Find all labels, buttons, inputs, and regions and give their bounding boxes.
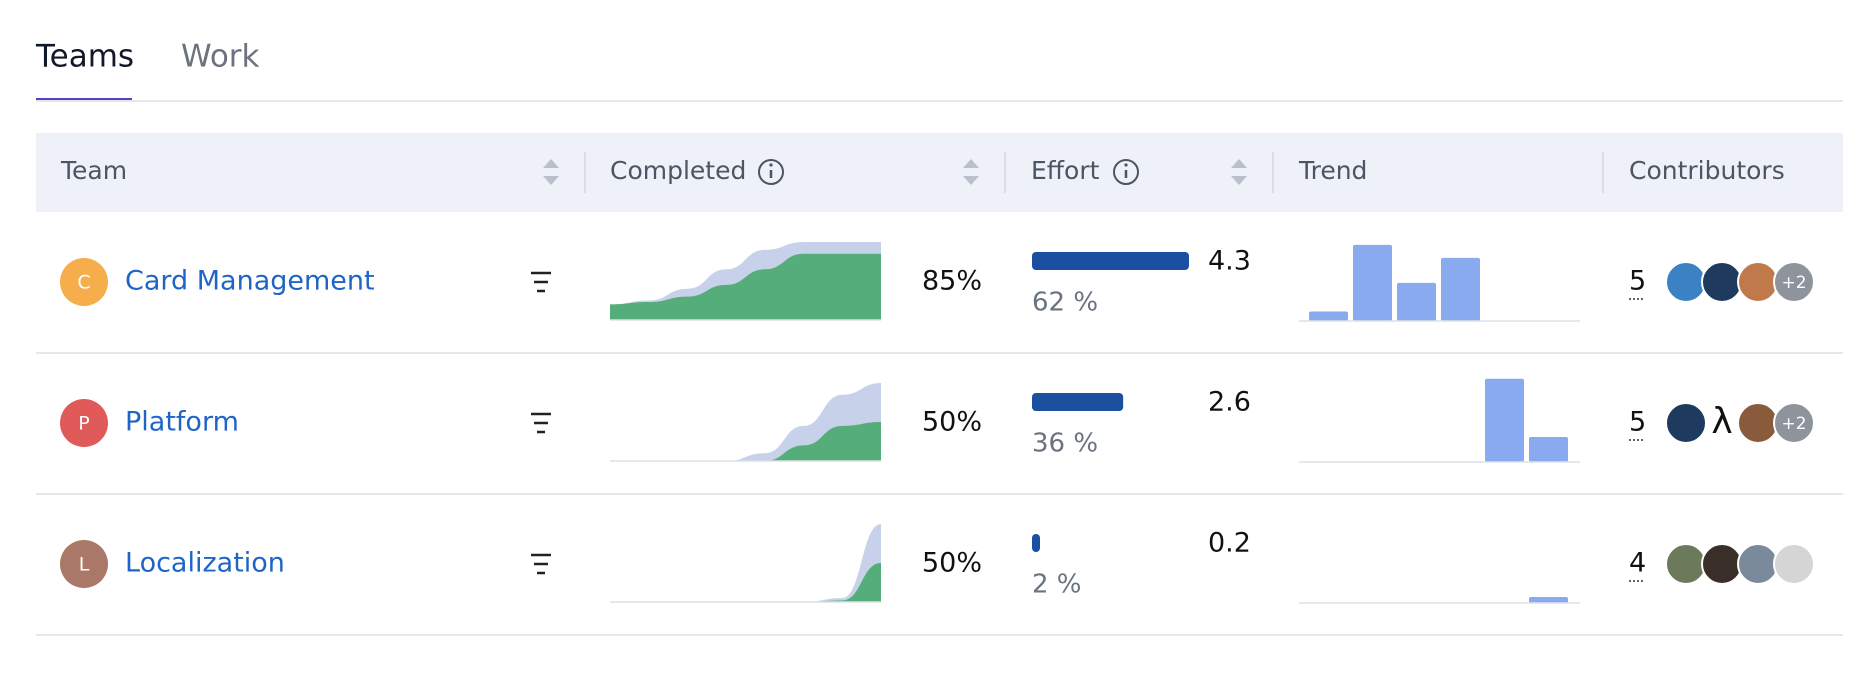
trend-bar — [1397, 282, 1436, 321]
sort-icon[interactable] — [1231, 159, 1247, 185]
tab[interactable]: Work — [181, 39, 260, 75]
contributor-avatar[interactable] — [1773, 543, 1815, 585]
trend-bar — [1353, 244, 1392, 321]
contributor-avatar[interactable] — [1665, 402, 1707, 444]
info-icon — [1113, 159, 1139, 185]
effort-value: 2.6 — [1208, 387, 1251, 418]
more-count: +2 — [1781, 273, 1806, 293]
effort-value: 4.3 — [1208, 246, 1251, 277]
team-initial: C — [77, 272, 90, 294]
column-header[interactable]: Effort — [1031, 156, 1100, 185]
team-name[interactable]: Card Management — [125, 266, 375, 297]
contributor-avatar[interactable] — [1737, 543, 1779, 585]
effort-bar — [1032, 252, 1189, 270]
trend-bar — [1441, 257, 1480, 321]
contributor-avatar[interactable] — [1737, 261, 1779, 303]
team-initial: L — [79, 554, 90, 576]
completed-percent: 50% — [922, 548, 982, 579]
completed-area — [610, 563, 881, 602]
contributor-avatar[interactable]: λ — [1711, 401, 1732, 442]
team-avatar — [60, 399, 108, 447]
trend-bar — [1485, 378, 1524, 462]
trend-bar — [1529, 437, 1568, 462]
effort-percent: 2 % — [1032, 570, 1082, 600]
completed-area — [610, 422, 881, 461]
column-header[interactable]: Completed — [610, 156, 746, 185]
trend-bar — [1309, 311, 1348, 321]
column-header: Contributors — [1629, 156, 1785, 185]
effort-value: 0.2 — [1208, 528, 1251, 559]
sort-icon[interactable] — [543, 159, 559, 185]
more-count: +2 — [1781, 414, 1806, 434]
sort-icon[interactable] — [963, 159, 979, 185]
effort-percent: 62 % — [1032, 288, 1098, 318]
column-header: Trend — [1298, 156, 1367, 185]
team-name[interactable]: Localization — [125, 548, 285, 579]
column-header[interactable]: Team — [60, 156, 127, 185]
team-initial: P — [78, 413, 89, 435]
contributor-avatar[interactable] — [1665, 543, 1707, 585]
info-icon — [1124, 163, 1128, 167]
effort-bar — [1032, 534, 1040, 552]
contributor-avatar[interactable] — [1701, 261, 1743, 303]
completed-total-area — [610, 383, 881, 461]
more-badge[interactable] — [1773, 261, 1815, 303]
info-icon — [769, 163, 773, 167]
table-header — [36, 133, 1843, 212]
contributor-avatar[interactable] — [1737, 402, 1779, 444]
tab[interactable]: Teams — [35, 39, 134, 75]
contributor-count[interactable]: 5 — [1629, 266, 1646, 297]
effort-percent: 36 % — [1032, 429, 1098, 459]
completed-area — [610, 253, 881, 320]
info-icon — [758, 159, 784, 185]
completed-percent: 85% — [922, 266, 982, 297]
completed-total-area — [610, 524, 881, 602]
team-name[interactable]: Platform — [125, 407, 239, 438]
contributor-count[interactable]: 5 — [1629, 407, 1646, 438]
team-avatar — [60, 258, 108, 306]
contributor-count[interactable]: 4 — [1629, 548, 1646, 579]
completed-percent: 50% — [922, 407, 982, 438]
trend-bar — [1529, 597, 1568, 603]
more-badge[interactable] — [1773, 402, 1815, 444]
effort-bar — [1032, 393, 1124, 411]
contributor-avatar[interactable] — [1701, 543, 1743, 585]
contributor-avatar[interactable] — [1665, 261, 1707, 303]
team-avatar — [60, 540, 108, 588]
